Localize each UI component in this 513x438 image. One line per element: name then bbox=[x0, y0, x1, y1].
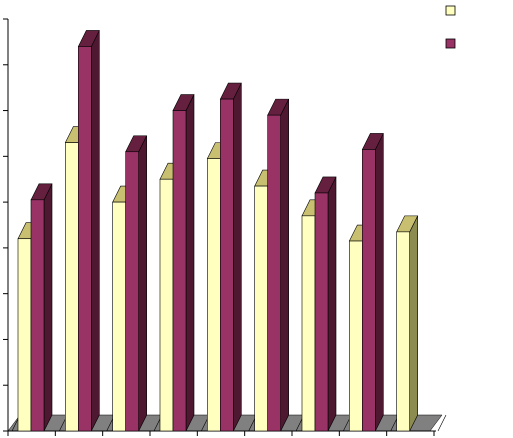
bar-side bbox=[280, 98, 289, 432]
bar-front bbox=[65, 142, 79, 432]
bar-side bbox=[91, 30, 100, 432]
bar-side bbox=[43, 183, 53, 432]
bar-front bbox=[301, 215, 316, 432]
bar-series2-cat8 bbox=[361, 133, 384, 432]
bar-side bbox=[409, 215, 418, 432]
bar-series1-cat9 bbox=[396, 215, 419, 432]
bar-front bbox=[396, 231, 410, 432]
legend bbox=[445, 5, 456, 49]
bar-front bbox=[220, 98, 234, 432]
bar-side bbox=[375, 133, 384, 432]
bar-front bbox=[362, 149, 376, 432]
bar-front bbox=[30, 199, 45, 432]
bar-series2-cat7 bbox=[314, 176, 337, 432]
bar-side bbox=[138, 135, 147, 432]
bar-front bbox=[207, 158, 221, 432]
bar-series2-cat2 bbox=[77, 30, 100, 432]
bar-front bbox=[172, 110, 187, 432]
legend-key-series1 bbox=[445, 5, 456, 16]
bar-front bbox=[349, 240, 363, 432]
bar-front bbox=[314, 192, 329, 432]
bar-front bbox=[254, 185, 268, 432]
bar-series2-cat6 bbox=[267, 98, 290, 432]
bar-front bbox=[112, 201, 126, 432]
bar-side bbox=[327, 176, 337, 432]
bars bbox=[17, 30, 419, 432]
legend-key-series2 bbox=[445, 38, 456, 49]
bar-front bbox=[159, 178, 174, 432]
bar-side bbox=[185, 94, 195, 432]
bar-front bbox=[125, 151, 139, 432]
bar-side bbox=[233, 82, 242, 432]
bar-front bbox=[78, 46, 92, 432]
bar-series2-cat4 bbox=[172, 94, 195, 432]
bar-front bbox=[267, 114, 281, 432]
bar-series2-cat3 bbox=[125, 135, 148, 432]
bar-series2-cat1 bbox=[30, 183, 53, 432]
bar-front bbox=[17, 238, 32, 432]
bar-series2-cat5 bbox=[219, 82, 242, 432]
floor-divider bbox=[437, 414, 447, 432]
